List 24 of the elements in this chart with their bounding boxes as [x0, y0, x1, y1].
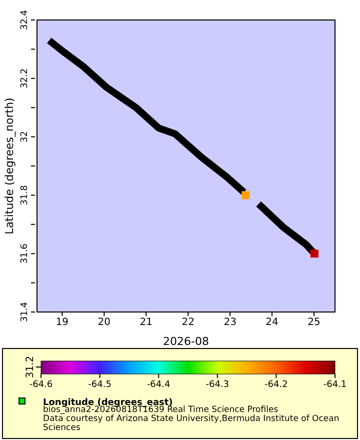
x-tick-label: 21: [140, 317, 152, 328]
color-bar-label: -64.2: [264, 380, 288, 390]
color-bar-label: -64.4: [146, 380, 171, 390]
text: bios_anna2-20260818T1639 Real Time Science Profiles: [43, 405, 278, 415]
y-tick-label: 32.2: [20, 68, 30, 88]
y-tick-label: 32.4: [20, 10, 30, 30]
color-bar-label: -64.5: [88, 380, 112, 390]
color-bar-label: -64.1: [323, 380, 347, 390]
y-tick-label: 31.4: [20, 302, 30, 322]
x-tick-label: 24: [266, 317, 278, 328]
x-axis-title: 2026-08: [163, 335, 209, 348]
x-tick-label: 19: [56, 317, 69, 328]
text: 31.2: [25, 356, 36, 378]
y-axis-title: Latitude (degrees_north): [3, 98, 16, 234]
y-tick-label: 31.6: [20, 243, 30, 264]
x-tick-label: 22: [182, 317, 194, 328]
text: Data courtesy of Arizona State University,Bermuda Institute of Ocean Sciences: [43, 414, 340, 433]
color-bar-label: -64.6: [29, 380, 53, 390]
x-tick-label: 23: [224, 317, 236, 328]
x-tick-label: 20: [98, 317, 111, 328]
y-tick-label: 31.8: [20, 184, 30, 206]
x-tick-label: 25: [308, 317, 320, 328]
y-tick-label: 32: [20, 131, 30, 143]
color-bar-label: -64.3: [206, 380, 230, 390]
